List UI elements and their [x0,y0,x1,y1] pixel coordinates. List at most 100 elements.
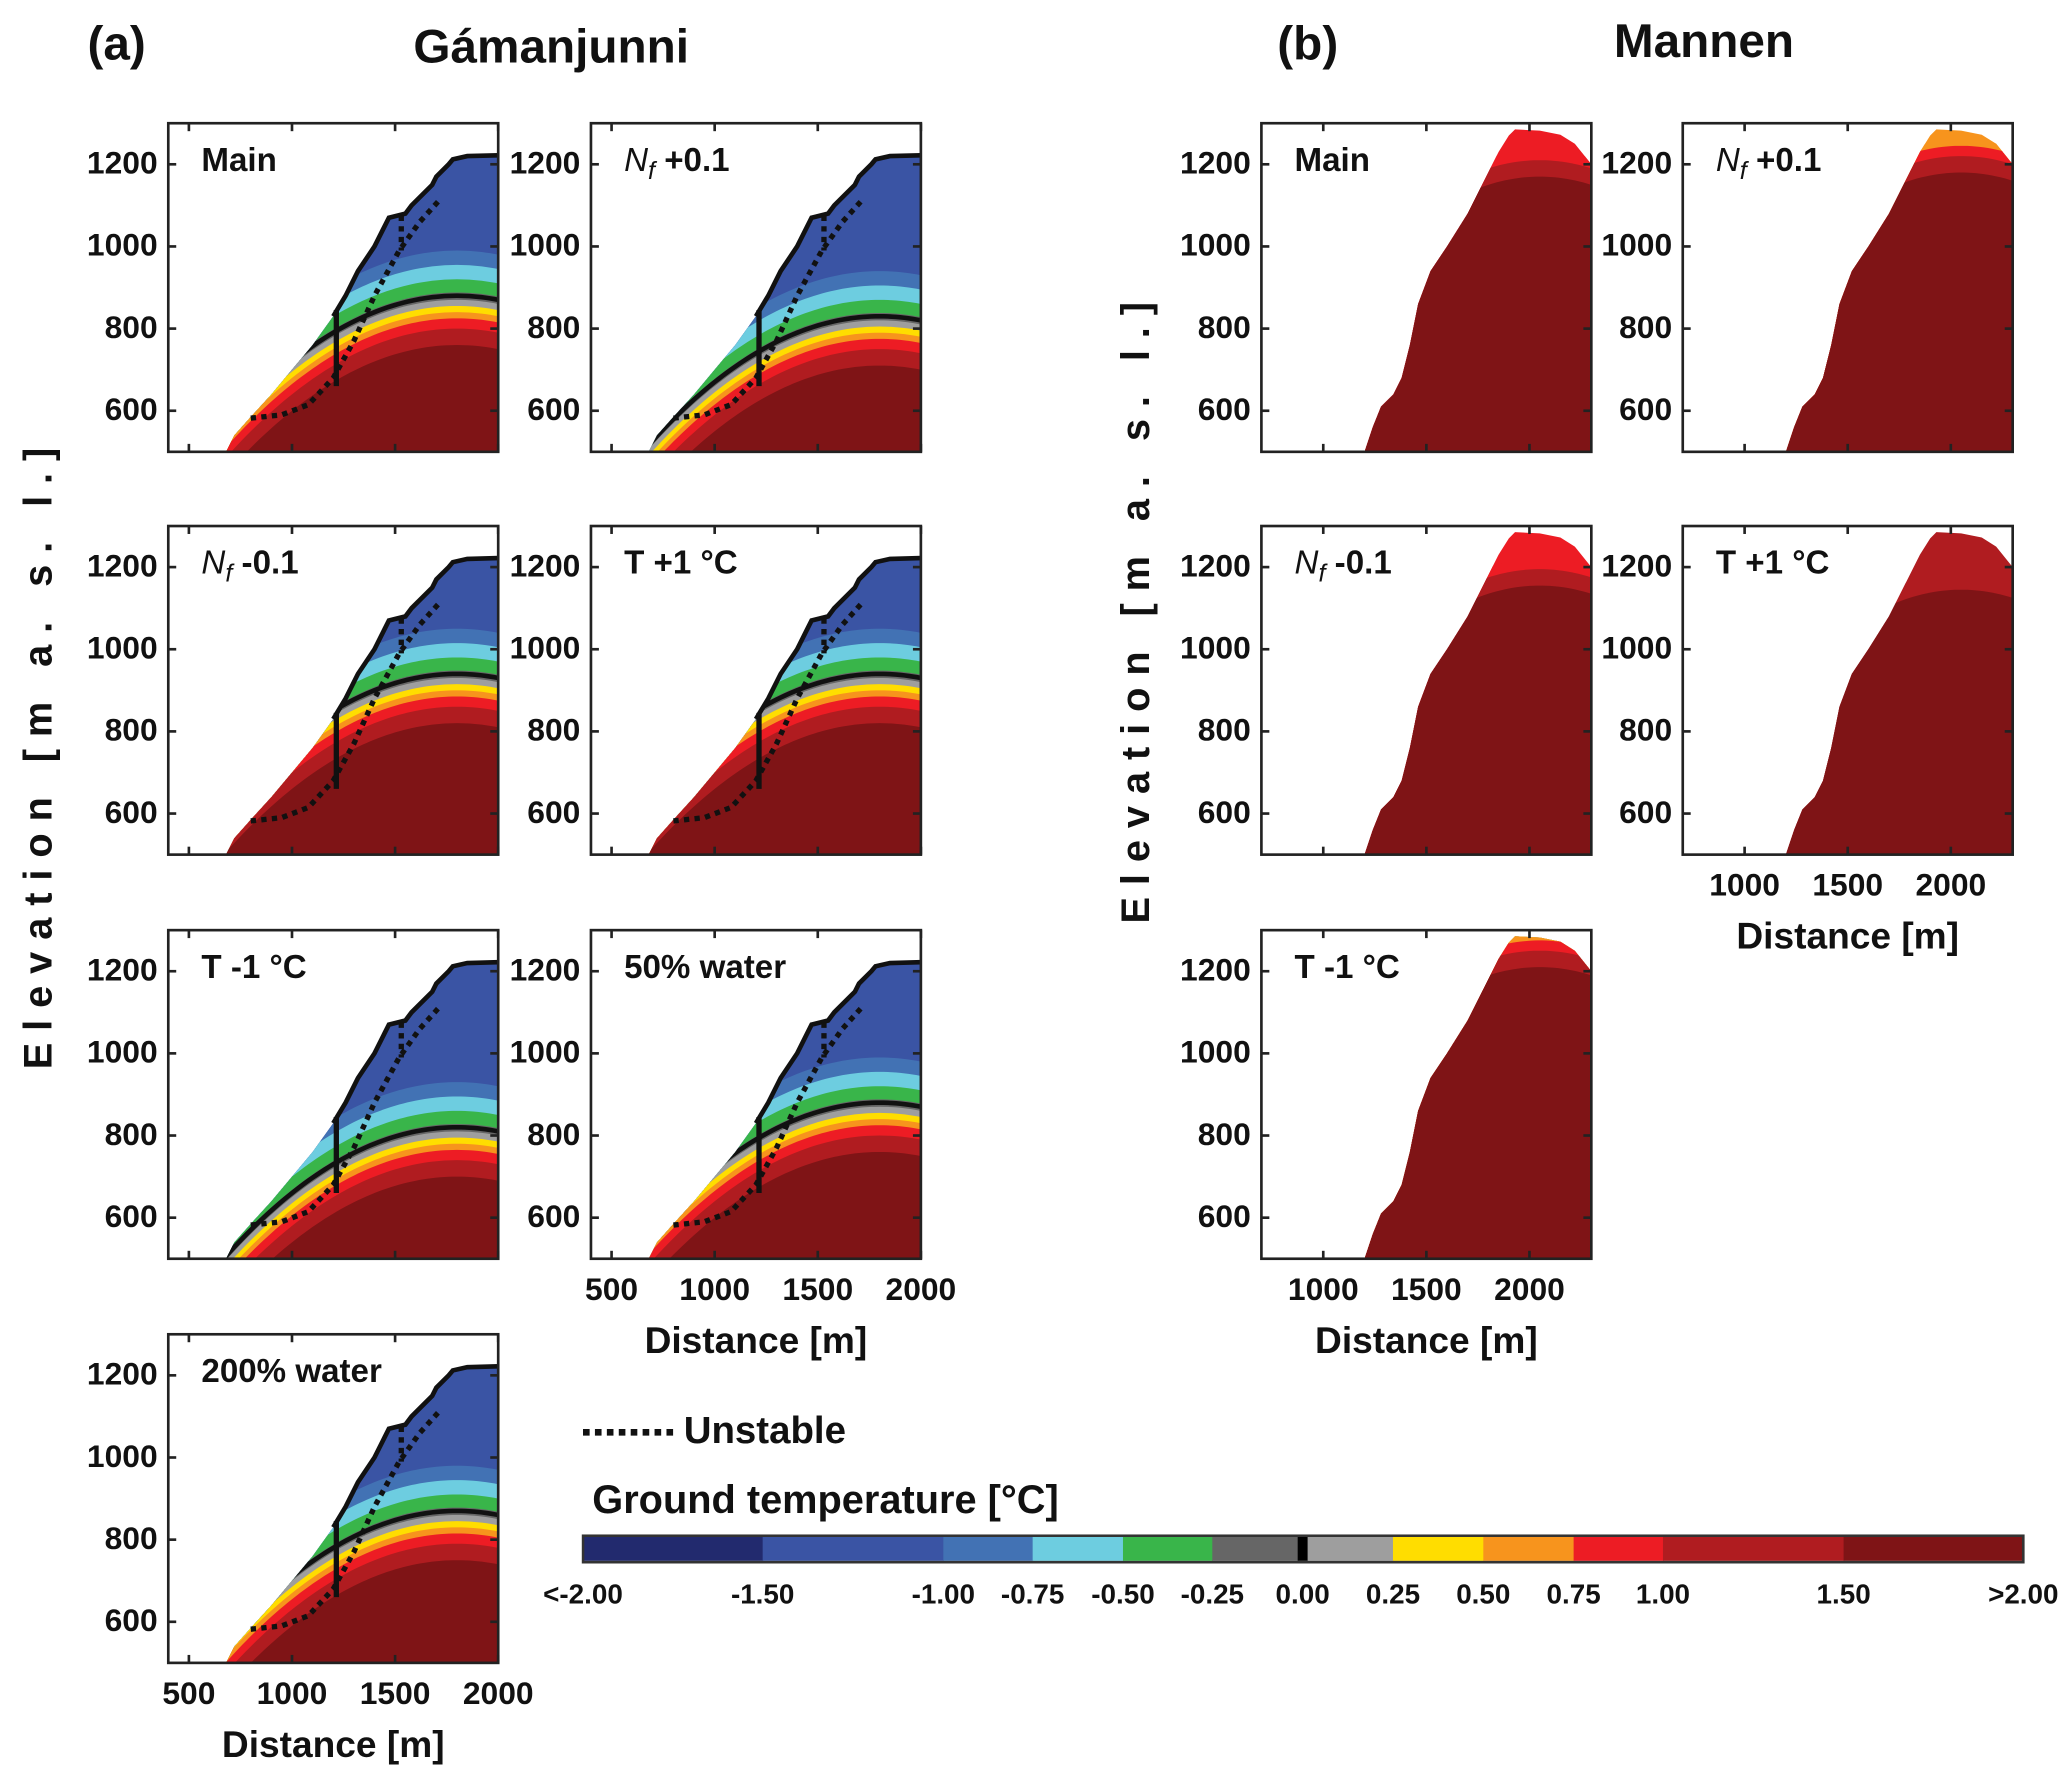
unstable-zone-line [250,602,441,824]
x-tick-label: 2000 [1915,867,1987,904]
temperature-field [648,558,921,855]
mannen-panel-nf-minus: 600 800 1000 1200 Nf -0.1 [1180,524,1593,856]
panel-label-text: Main [1294,141,1370,179]
mannen-panel-nf-plus: 600 800 1000 1200 Nf +0.1 [1601,121,2015,454]
y-tick-label: 1200 [1180,548,1251,585]
temperature-band [226,723,499,855]
y-tick-label: 600 [1197,1199,1251,1235]
x-axis-label: Distance [m] [1736,915,1960,957]
colorbar-segment [1122,1537,1213,1561]
colorbar-tick-label: 0.75 [1546,1579,1601,1610]
y-tick-label: 1200 [509,548,581,585]
y-tick-label: 1000 [86,1034,158,1071]
temperature-band [1785,589,2013,855]
y-tick-label: 600 [1619,392,1673,428]
axes-frame [166,1332,500,1665]
x-tick-label: 2000 [462,1676,534,1712]
y-tick-label: 1000 [1180,630,1251,667]
y-tick-label: 600 [1197,795,1251,831]
temperature-field [226,155,499,452]
zero-isotherm-line [226,1508,499,1663]
panel-label-text: T +1 °C [1715,544,1830,582]
y-tick-label: 1200 [1601,548,1673,585]
y-tick-label: 600 [104,392,158,428]
colorbar-segment [1032,1537,1124,1561]
panel-label-text: -0.1 [232,544,299,582]
panel-label: Main [201,142,276,180]
surface-outline [753,152,921,318]
y-tick-label: 800 [527,310,581,346]
temperature-band [648,723,921,855]
colorbar-tick-label: 0.25 [1365,1579,1421,1610]
y-tick-label: 1000 [509,630,581,667]
zero-isotherm-line [226,293,499,452]
y-tick-label: 800 [1197,712,1251,749]
x-axis-label: Distance [m] [221,1723,445,1765]
y-tick-label: 1200 [1180,952,1251,989]
x-tick-label: 1000 [1709,867,1780,904]
y-tick-label: 800 [527,712,581,749]
panel-label-text: T +1 °C [624,544,738,582]
x-axis-label: Distance [m] [644,1319,868,1361]
colorbar-tick-label: 1.00 [1635,1579,1691,1610]
surface-outline [331,1363,499,1529]
variable-subscript: f [1739,157,1747,186]
y-tick-label: 600 [104,795,158,831]
colorbar-segment [1662,1537,1845,1561]
panel-label-text: T -1 °C [1294,948,1400,986]
variable-subscript: f [225,560,233,589]
y-tick-label: 600 [1619,795,1673,831]
surface-outline [331,555,499,721]
x-tick-label: 2000 [885,1272,957,1308]
y-tick-label: 800 [1197,310,1251,346]
mannen-y-axis-label: Elevation [m a. s. l.] [1114,290,1159,924]
panel-label: 50% water [624,949,786,987]
colorbar-tick-label: 0.00 [1275,1579,1330,1610]
unstable-legend: Unstable [580,1410,846,1454]
unstable-zone-line [673,602,864,824]
y-tick-label: 800 [104,712,158,749]
colorbar-segment [1843,1537,2024,1561]
panel-label: Main [1295,142,1370,180]
colorbar-title: Ground temperature [°C] [592,1478,1059,1523]
zero-isotherm-line [648,313,921,452]
temperature-band [1364,176,1592,452]
y-tick-label: 1200 [86,548,158,585]
x-tick-label: 1500 [782,1272,854,1308]
surface-outline [753,555,921,721]
colorbar-frame [581,1534,2025,1564]
colorbar-segment [583,1537,764,1561]
panel-a-label: (a) [87,15,146,71]
x-tick-label: 500 [162,1676,216,1712]
colorbar [581,1534,2025,1564]
gamanjunni-y-axis-label: Elevation [m a. s. l.] [17,435,61,1070]
variable-symbol: N [1715,141,1740,179]
panel-label: Nf -0.1 [1295,545,1392,590]
surface-outline [331,959,499,1125]
y-tick-label: 1000 [86,227,158,264]
panel-label-text: 50% water [624,948,787,986]
axes-frame [589,121,923,454]
temperature-band [1785,172,2013,452]
y-tick-label: 1000 [1180,1034,1251,1071]
panel-label: T -1 °C [1295,949,1400,987]
y-tick-label: 1000 [86,1438,158,1475]
colorbar-tick-label: -1.00 [911,1579,976,1610]
y-tick-label: 1200 [1180,145,1251,182]
axes-frame [166,928,500,1261]
panel-label-text: Main [201,141,277,179]
unstable-zone-line [250,199,441,421]
temperature-band [648,1151,921,1259]
surface-outline [753,959,921,1125]
y-tick-label: 800 [527,1116,581,1153]
panel-label-text: 200% water [201,1352,382,1390]
temperature-band [226,1176,499,1259]
y-tick-label: 800 [1619,712,1673,749]
panel-label: T +1 °C [624,545,738,583]
colorbar-tick-label: <-2.00 [543,1579,623,1610]
temperature-band [1364,967,1592,1259]
gmanjunni-panel-t-minus: 600 800 1000 1200 T -1 °C [87,928,500,1261]
y-tick-label: 800 [1197,1116,1251,1153]
temperature-field [648,155,921,452]
